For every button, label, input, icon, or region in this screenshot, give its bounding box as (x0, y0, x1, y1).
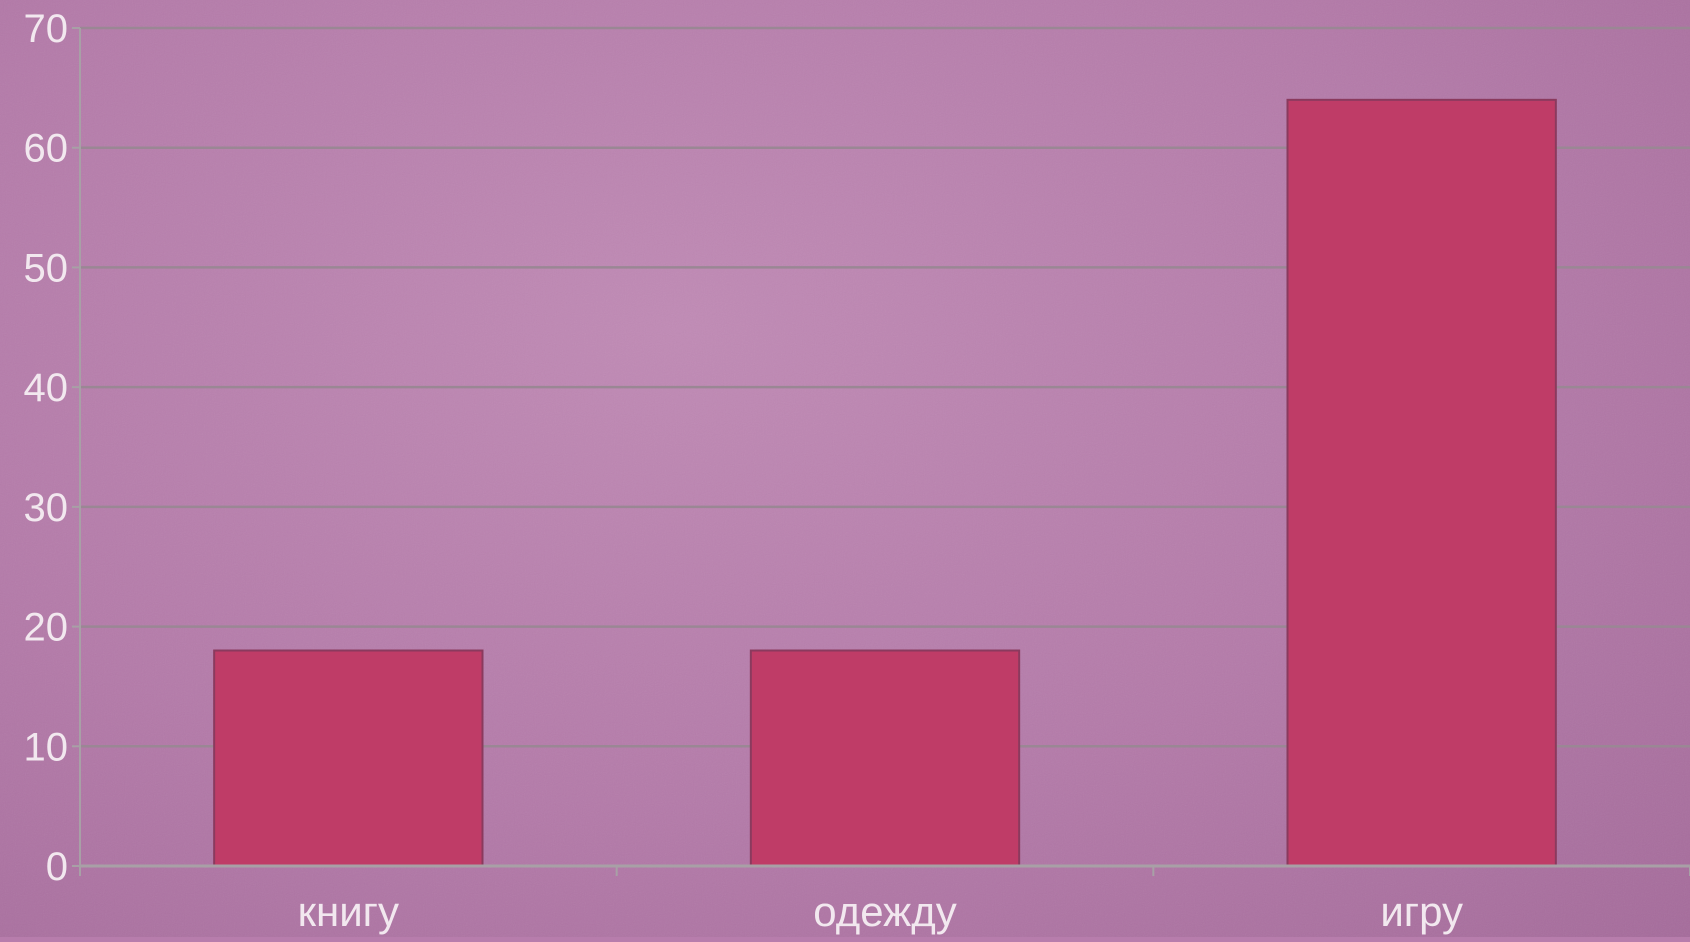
y-tick-label-0: 0 (46, 845, 68, 889)
x-tick-label-игру: игру (1380, 888, 1463, 935)
y-axis-tick-labels: 0 10 20 30 40 50 60 70 (24, 7, 80, 889)
bars (213, 98, 1557, 868)
bar-книгу (213, 649, 484, 867)
y-tick-label-60: 60 (24, 127, 69, 171)
bar-игру (1286, 98, 1557, 868)
y-tick-label-30: 30 (24, 486, 69, 530)
x-axis (79, 28, 1690, 876)
x-tick-label-книгу: книгу (298, 888, 399, 935)
bar-одежду (749, 649, 1021, 867)
x-axis-tick-labels: книгу одежду игру (298, 888, 1463, 935)
y-tick-label-70: 70 (24, 7, 69, 51)
x-tick-label-одежду: одежду (813, 888, 956, 935)
y-tick-label-50: 50 (24, 246, 69, 290)
y-tick-label-20: 20 (24, 606, 69, 650)
y-tick-label-40: 40 (24, 366, 69, 410)
y-tick-label-10: 10 (24, 725, 69, 769)
